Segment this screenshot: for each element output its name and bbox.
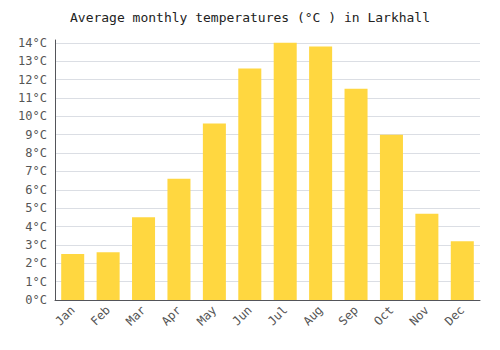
svg-text:11°C: 11°C [18, 91, 47, 105]
svg-text:12°C: 12°C [18, 73, 47, 87]
svg-text:Nov: Nov [407, 303, 432, 328]
svg-text:Dec: Dec [442, 303, 467, 328]
svg-text:Jan: Jan [52, 303, 77, 328]
svg-text:Sep: Sep [336, 303, 361, 328]
svg-text:Jul: Jul [265, 303, 290, 328]
svg-text:2°C: 2°C [25, 256, 47, 270]
svg-text:10°C: 10°C [18, 109, 47, 123]
svg-text:Oct: Oct [371, 303, 396, 328]
svg-text:May: May [194, 303, 219, 328]
svg-text:6°C: 6°C [25, 183, 47, 197]
svg-text:3°C: 3°C [25, 238, 47, 252]
svg-text:Aug: Aug [300, 303, 325, 328]
svg-text:9°C: 9°C [25, 128, 47, 142]
svg-text:Feb: Feb [88, 303, 113, 328]
svg-text:Jun: Jun [230, 303, 255, 328]
svg-text:5°C: 5°C [25, 201, 47, 215]
svg-text:8°C: 8°C [25, 146, 47, 160]
svg-text:0°C: 0°C [25, 293, 47, 307]
svg-text:Apr: Apr [159, 303, 184, 328]
svg-text:7°C: 7°C [25, 164, 47, 178]
svg-text:14°C: 14°C [18, 36, 47, 50]
svg-text:4°C: 4°C [25, 220, 47, 234]
svg-text:1°C: 1°C [25, 275, 47, 289]
svg-text:Mar: Mar [123, 303, 148, 328]
svg-text:Average monthly temperatures (: Average monthly temperatures (°C ) in La… [70, 10, 430, 25]
svg-text:13°C: 13°C [18, 54, 47, 68]
